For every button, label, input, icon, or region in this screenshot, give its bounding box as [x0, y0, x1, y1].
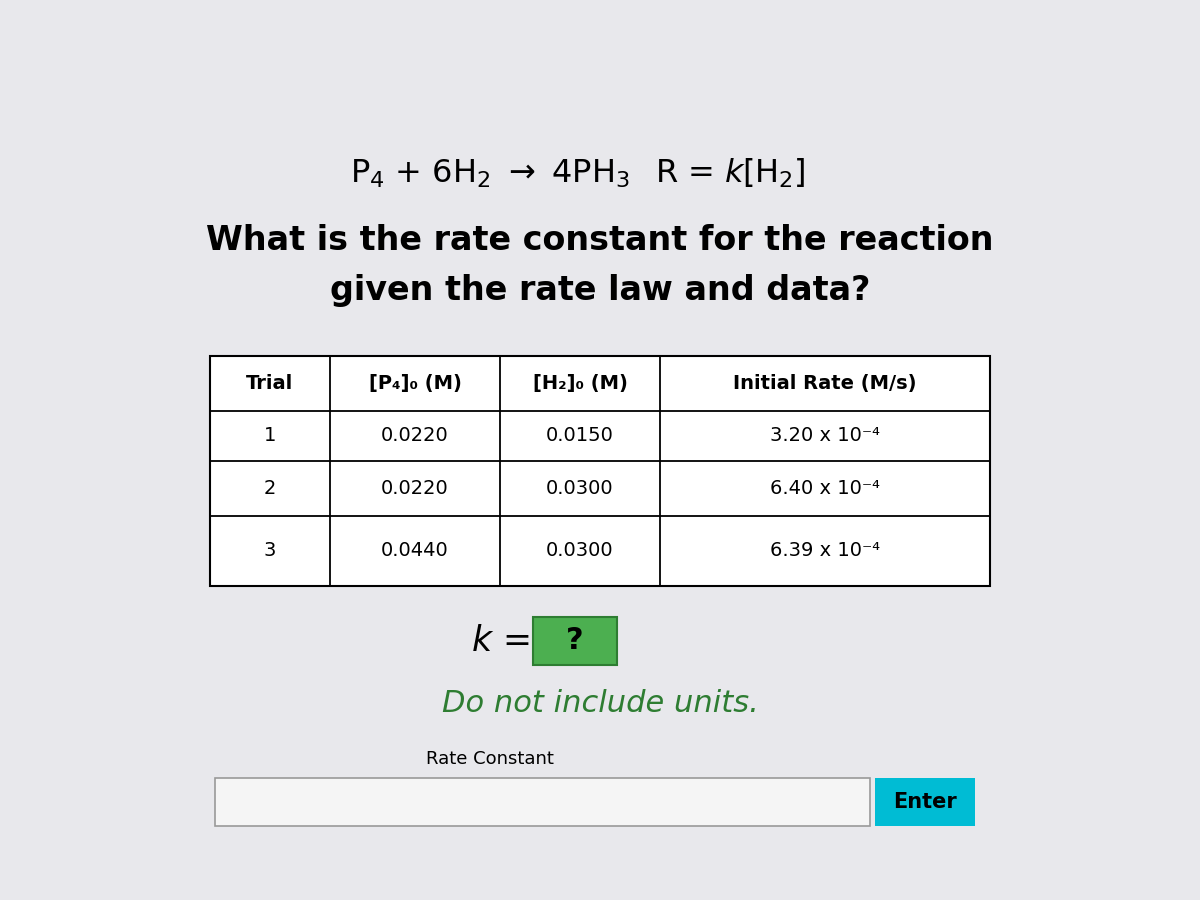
- FancyBboxPatch shape: [533, 616, 617, 665]
- Text: 0.0300: 0.0300: [546, 479, 614, 498]
- Text: 2: 2: [264, 479, 276, 498]
- Text: Trial: Trial: [246, 374, 294, 392]
- Text: R = $\it{k}$[H$_2$]: R = $\it{k}$[H$_2$]: [655, 157, 805, 190]
- FancyBboxPatch shape: [215, 778, 870, 826]
- Text: Initial Rate (M/s): Initial Rate (M/s): [733, 374, 917, 392]
- Text: Rate Constant: Rate Constant: [426, 750, 554, 768]
- Text: P$_4$ + 6H$_2$ $\rightarrow$ 4PH$_3$: P$_4$ + 6H$_2$ $\rightarrow$ 4PH$_3$: [350, 158, 630, 190]
- FancyBboxPatch shape: [210, 356, 990, 586]
- Text: 0.0300: 0.0300: [546, 541, 614, 560]
- Text: 0.0440: 0.0440: [382, 541, 449, 560]
- Text: 0.0220: 0.0220: [382, 426, 449, 446]
- Text: What is the rate constant for the reaction: What is the rate constant for the reacti…: [206, 224, 994, 256]
- Text: 3.20 x 10⁻⁴: 3.20 x 10⁻⁴: [770, 426, 880, 446]
- Text: 3: 3: [264, 541, 276, 560]
- Text: given the rate law and data?: given the rate law and data?: [330, 274, 870, 307]
- Text: 1: 1: [264, 426, 276, 446]
- Text: 0.0220: 0.0220: [382, 479, 449, 498]
- FancyBboxPatch shape: [875, 778, 974, 826]
- Text: ?: ?: [566, 626, 584, 655]
- Text: Do not include units.: Do not include units.: [442, 689, 758, 718]
- Text: 6.39 x 10⁻⁴: 6.39 x 10⁻⁴: [770, 541, 880, 560]
- Text: [H₂]₀ (M): [H₂]₀ (M): [533, 374, 628, 392]
- Text: 0.0150: 0.0150: [546, 426, 614, 446]
- Text: 6.40 x 10⁻⁴: 6.40 x 10⁻⁴: [770, 479, 880, 498]
- Text: [P₄]₀ (M): [P₄]₀ (M): [368, 374, 462, 392]
- Text: $\it{k}$ =: $\it{k}$ =: [472, 624, 530, 658]
- Text: Enter: Enter: [893, 792, 956, 812]
